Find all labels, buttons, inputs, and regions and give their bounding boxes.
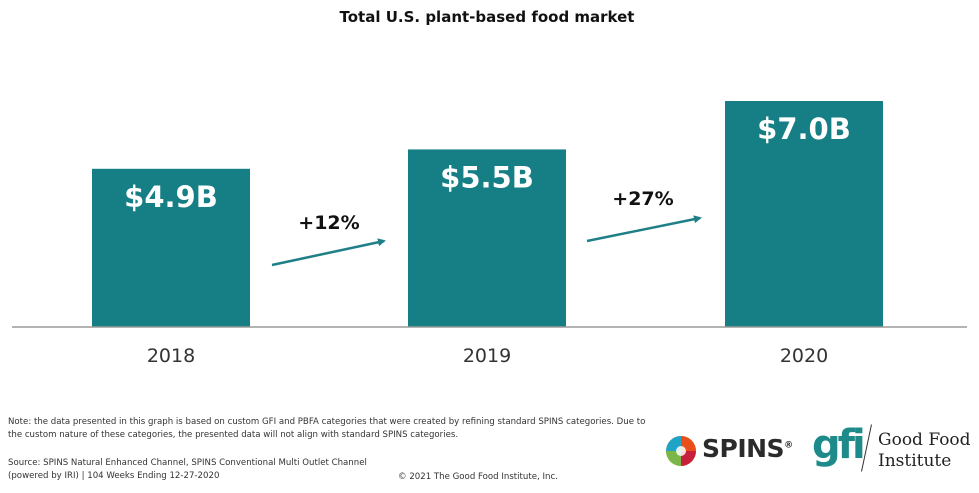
spins-globe-icon	[666, 436, 696, 466]
source-note: Source: SPINS Natural Enhanced Channel, …	[8, 458, 367, 481]
bar-value-label-2020: $7.0B	[757, 112, 851, 146]
bar-value-label-2018: $4.9B	[124, 180, 218, 214]
bar-chart: Total U.S. plant-based food market $4.9B…	[12, 8, 967, 367]
gfi-logo: gfi Good Food Institute	[812, 420, 977, 480]
bar-value-label-2019: $5.5B	[440, 160, 534, 194]
bars-group: $4.9B $5.5B $7.0B	[92, 101, 883, 327]
x-tick-2019: 2019	[463, 345, 511, 367]
x-tick-2018: 2018	[147, 345, 195, 367]
bar-2019	[408, 149, 566, 327]
spins-logo: SPINS®	[664, 430, 794, 470]
footnote: Note: the data presented in this graph i…	[8, 417, 646, 440]
growth-arrows-group: +12% +27%	[271, 188, 702, 267]
gfi-name-line-2: Institute	[878, 451, 952, 471]
growth-label-2: +27%	[612, 188, 673, 210]
growth-arrow-1	[271, 238, 386, 267]
bar-2020	[725, 101, 883, 327]
copyright-text: © 2021 The Good Food Institute, Inc.	[398, 472, 558, 482]
growth-label-1: +12%	[298, 212, 359, 234]
bar-2018	[92, 168, 250, 327]
spins-wordmark: SPINS®	[702, 434, 793, 463]
growth-arrow-2	[586, 215, 702, 243]
chart-title: Total U.S. plant-based food market	[340, 8, 635, 26]
x-tick-2020: 2020	[780, 345, 828, 367]
x-tick-labels: 2018 2019 2020	[147, 345, 828, 367]
gfi-mark: gfi	[812, 422, 866, 468]
gfi-name-line-1: Good Food	[878, 430, 971, 450]
